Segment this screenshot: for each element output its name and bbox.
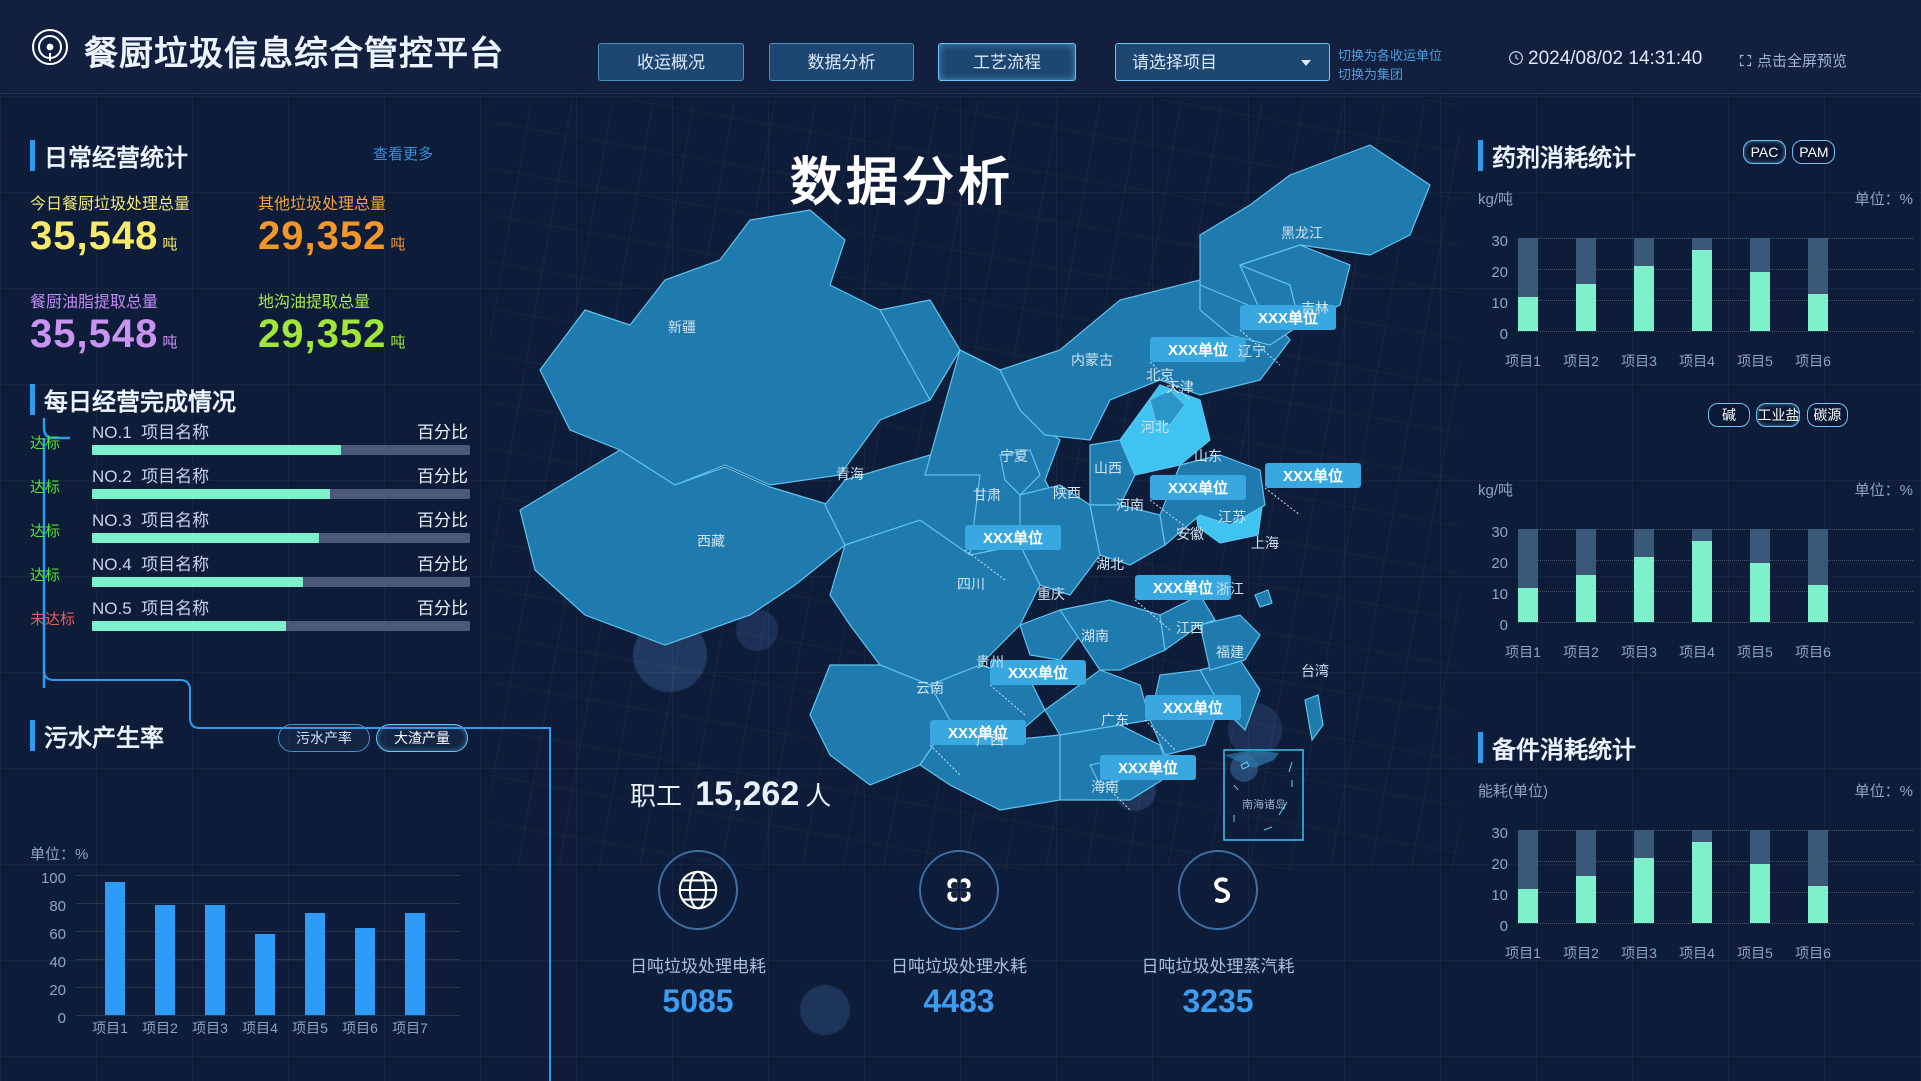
svg-text:福建: 福建 [1216, 644, 1244, 660]
svg-text:陕西: 陕西 [1053, 485, 1081, 501]
svg-text:山西: 山西 [1094, 460, 1122, 476]
svg-text:西藏: 西藏 [697, 533, 725, 549]
svg-text:青海: 青海 [836, 466, 864, 482]
svg-text:江苏: 江苏 [1218, 509, 1246, 525]
svg-text:上海: 上海 [1251, 535, 1279, 551]
svg-text:河北: 河北 [1141, 419, 1169, 435]
svg-text:四川: 四川 [957, 576, 985, 592]
svg-text:广西: 广西 [976, 732, 1004, 748]
svg-text:南海诸岛: 南海诸岛 [1242, 797, 1286, 811]
svg-text:湖北: 湖北 [1096, 556, 1124, 572]
svg-text:贵州: 贵州 [976, 654, 1004, 670]
svg-text:台湾: 台湾 [1301, 663, 1329, 679]
svg-text:辽宁: 辽宁 [1238, 343, 1266, 359]
svg-text:安徽: 安徽 [1176, 526, 1204, 542]
svg-text:江西: 江西 [1176, 620, 1204, 636]
svg-text:浙江: 浙江 [1216, 581, 1244, 597]
svg-text:宁夏: 宁夏 [1000, 448, 1028, 464]
svg-text:新疆: 新疆 [668, 319, 696, 335]
svg-text:重庆: 重庆 [1037, 586, 1065, 602]
svg-text:吉林: 吉林 [1301, 300, 1329, 316]
svg-text:湖南: 湖南 [1081, 628, 1109, 644]
svg-text:甘肃: 甘肃 [973, 487, 1001, 503]
svg-text:海南: 海南 [1091, 779, 1119, 795]
svg-text:黑龙江: 黑龙江 [1281, 225, 1323, 241]
svg-text:河南: 河南 [1116, 497, 1144, 513]
svg-text:云南: 云南 [916, 680, 944, 696]
svg-text:内蒙古: 内蒙古 [1071, 352, 1113, 368]
svg-text:广东: 广东 [1101, 712, 1129, 728]
svg-text:山东: 山东 [1194, 448, 1222, 464]
svg-text:天津: 天津 [1166, 379, 1194, 395]
